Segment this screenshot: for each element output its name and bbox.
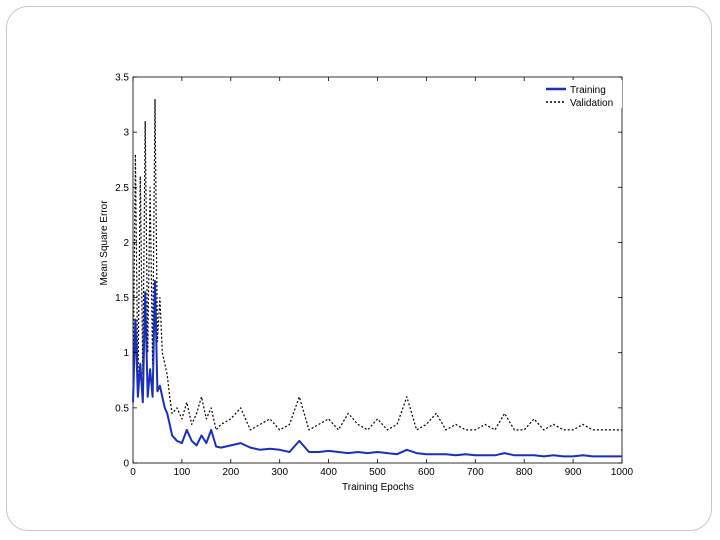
x-tick-label: 400 — [320, 467, 337, 478]
legend-label-validation: Validation — [570, 98, 613, 109]
x-tick-label: 1000 — [611, 467, 634, 478]
y-tick-label: 3 — [123, 128, 129, 139]
x-axis-label: Training Epochs — [342, 482, 414, 493]
series-layer — [132, 98, 622, 458]
x-tick-label: 900 — [565, 467, 582, 478]
y-tick-label: 0.5 — [115, 403, 129, 414]
x-tick-label: 600 — [418, 467, 435, 478]
legend-box — [542, 80, 622, 108]
y-tick-label: 0 — [123, 459, 129, 470]
x-tick-label: 800 — [516, 467, 533, 478]
x-tick-label: 300 — [271, 467, 288, 478]
x-tick-label: 700 — [467, 467, 484, 478]
y-tick-label: 1.5 — [115, 293, 129, 304]
y-tick-label: 2.5 — [115, 183, 129, 194]
legend: Training Validation — [542, 80, 622, 109]
x-tick-label: 200 — [222, 467, 239, 478]
x-tick-label: 100 — [174, 467, 191, 478]
series-line-training — [132, 280, 622, 458]
series-line-validation — [132, 98, 622, 431]
plot-border — [132, 76, 623, 464]
legend-label-training: Training — [570, 85, 606, 96]
x-tick-label: 500 — [369, 467, 386, 478]
y-tick-label: 3.5 — [115, 73, 129, 84]
y-tick-label: 1 — [123, 348, 129, 359]
plot-frame — [132, 76, 623, 464]
y-tick-label: 2 — [123, 238, 129, 249]
x-tick-label: 0 — [130, 467, 136, 478]
y-axis-label: Mean Square Error — [99, 200, 110, 286]
ticks-layer: 0 100 200 300 400 500 600 700 800 900 1000 0 0.5 1 1.5… — [115, 73, 633, 479]
